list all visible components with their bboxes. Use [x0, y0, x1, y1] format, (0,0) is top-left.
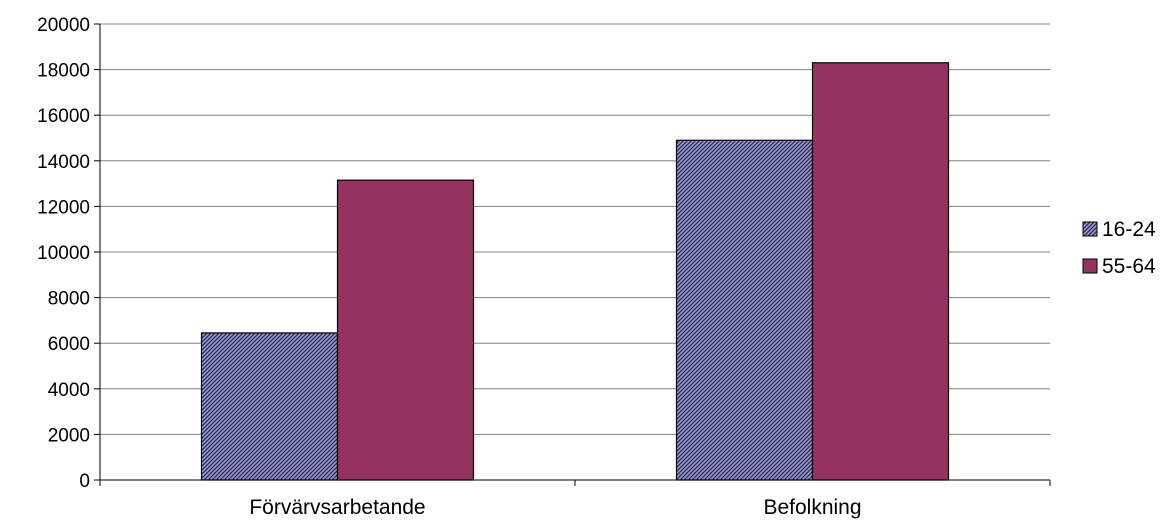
bar-55-64-Förvärvsarbetande [336, 179, 475, 481]
legend-label-55-64: 55-64 [1102, 255, 1156, 278]
y-tick-label: 18000 [37, 61, 90, 82]
y-tick-label: 10000 [37, 243, 90, 264]
y-tick-label: 16000 [37, 106, 90, 127]
y-tick-label: 12000 [37, 197, 90, 218]
legend: 16-24 55-64 [1082, 218, 1156, 278]
axes [99, 24, 1051, 486]
bar-55-64-Befolkning [811, 62, 950, 481]
y-tick-label: 8000 [48, 289, 90, 310]
legend-swatch-55-64 [1082, 258, 1098, 274]
category-label: Förvärvsarbetande [249, 496, 425, 519]
y-axis-ticks: 0 2000 4000 6000 8000 10000 12000 14000 16000 180… [37, 15, 100, 492]
y-tick-label: 14000 [37, 152, 90, 173]
category-labels: Förvärvsarbetande Befolkning [249, 496, 861, 519]
y-tick-label: 20000 [37, 15, 90, 36]
y-tick-label: 4000 [48, 380, 90, 401]
y-tick-label: 6000 [48, 334, 90, 355]
bar-16-24-Befolkning [675, 139, 814, 481]
y-tick-label: 2000 [48, 425, 90, 446]
legend-label-16-24: 16-24 [1102, 218, 1156, 241]
y-tick-label: 0 [79, 471, 90, 492]
category-label: Befolkning [763, 496, 861, 519]
legend-swatch-16-24 [1082, 221, 1098, 237]
bars [200, 62, 950, 481]
bar-16-24-Förvärvsarbetande [200, 332, 339, 481]
